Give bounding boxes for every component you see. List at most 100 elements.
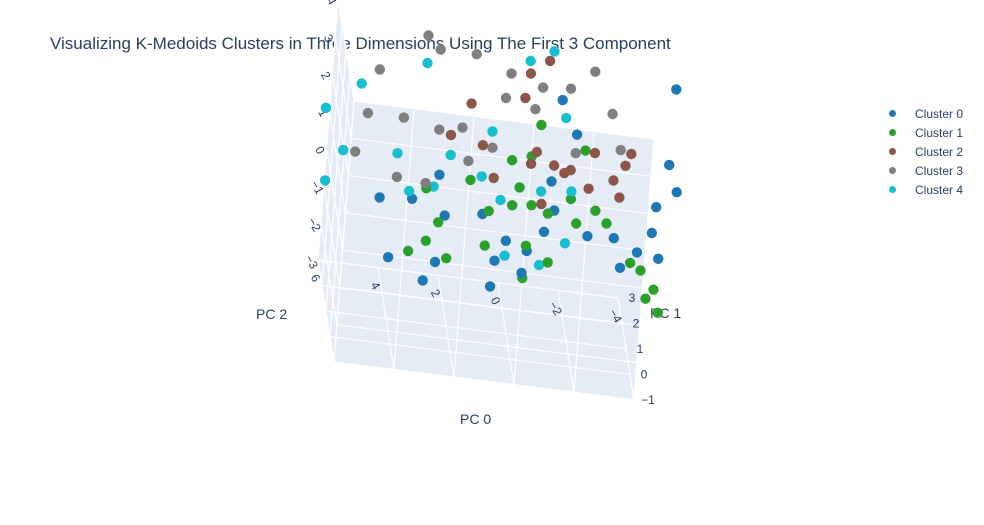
data-point-cluster-3[interactable] [398, 112, 410, 123]
data-point-cluster-0[interactable] [671, 187, 682, 198]
data-point-cluster-4[interactable] [495, 194, 506, 206]
data-point-cluster-1[interactable] [565, 193, 577, 205]
data-point-cluster-3[interactable] [434, 124, 445, 135]
data-point-cluster-4[interactable] [525, 55, 536, 67]
data-point-cluster-4[interactable] [403, 185, 415, 197]
data-point-cluster-1[interactable] [526, 200, 537, 211]
data-point-cluster-3[interactable] [457, 122, 468, 133]
data-point-cluster-0[interactable] [406, 193, 418, 204]
data-point-cluster-4[interactable] [392, 148, 403, 159]
data-point-cluster-0[interactable] [429, 256, 441, 268]
data-point-cluster-1[interactable] [506, 155, 518, 166]
data-point-cluster-2[interactable] [559, 167, 570, 179]
data-point-cluster-1[interactable] [601, 218, 612, 229]
data-point-cluster-0[interactable] [651, 202, 662, 213]
data-point-cluster-2[interactable] [548, 160, 560, 171]
data-point-cluster-3[interactable] [391, 171, 403, 183]
data-point-cluster-2[interactable] [531, 146, 543, 158]
data-point-cluster-4[interactable] [559, 238, 571, 249]
data-point-cluster-4[interactable] [533, 259, 545, 271]
data-point-cluster-0[interactable] [546, 176, 557, 187]
data-point-cluster-4[interactable] [422, 57, 433, 69]
data-point-cluster-4[interactable] [549, 46, 560, 57]
data-point-cluster-1[interactable] [479, 240, 490, 251]
data-point-cluster-0[interactable] [382, 252, 394, 263]
data-point-cluster-1[interactable] [507, 200, 518, 211]
data-point-cluster-0[interactable] [538, 226, 550, 237]
data-point-cluster-2[interactable] [589, 147, 601, 159]
data-point-cluster-3[interactable] [615, 144, 626, 156]
data-point-cluster-0[interactable] [489, 255, 500, 266]
data-point-cluster-2[interactable] [477, 140, 489, 151]
data-point-cluster-2[interactable] [520, 92, 531, 104]
data-point-cluster-2[interactable] [445, 129, 457, 141]
data-point-cluster-2[interactable] [620, 160, 631, 171]
data-point-cluster-0[interactable] [434, 169, 445, 180]
data-point-cluster-1[interactable] [465, 174, 476, 186]
data-point-cluster-3[interactable] [350, 146, 361, 157]
data-point-cluster-2[interactable] [488, 172, 499, 184]
data-point-cluster-0[interactable] [646, 227, 657, 239]
data-point-cluster-4[interactable] [499, 250, 510, 261]
data-point-cluster-1[interactable] [483, 205, 494, 217]
data-point-cluster-0[interactable] [571, 129, 583, 140]
data-point-cluster-3[interactable] [423, 30, 434, 41]
data-point-cluster-3[interactable] [435, 44, 446, 55]
data-point-cluster-4[interactable] [320, 102, 332, 114]
data-point-cluster-1[interactable] [624, 257, 636, 269]
data-point-cluster-2[interactable] [525, 68, 537, 79]
data-point-cluster-1[interactable] [420, 235, 431, 246]
data-point-cluster-1[interactable] [571, 218, 582, 229]
data-point-cluster-2[interactable] [614, 192, 625, 203]
data-point-cluster-4[interactable] [566, 186, 577, 197]
data-point-cluster-4[interactable] [535, 186, 547, 197]
data-point-cluster-0[interactable] [557, 94, 568, 106]
data-point-cluster-3[interactable] [570, 148, 581, 159]
data-point-cluster-1[interactable] [590, 205, 601, 216]
data-point-cluster-4[interactable] [356, 78, 367, 89]
data-point-cluster-0[interactable] [664, 159, 675, 171]
data-point-cluster-0[interactable] [582, 231, 593, 242]
data-point-cluster-0[interactable] [614, 262, 626, 273]
legend-item-cluster-1[interactable]: Cluster 1 [884, 123, 980, 142]
data-point-cluster-3[interactable] [565, 83, 577, 94]
data-point-cluster-1[interactable] [441, 253, 452, 264]
data-point-cluster-1[interactable] [542, 257, 553, 268]
data-point-cluster-3[interactable] [590, 66, 601, 77]
data-point-cluster-0[interactable] [631, 247, 643, 258]
data-point-cluster-0[interactable] [374, 192, 385, 203]
data-point-cluster-1[interactable] [402, 245, 414, 257]
legend-item-cluster-2[interactable]: Cluster 2 [884, 142, 980, 161]
legend-item-cluster-0[interactable]: Cluster 0 [884, 104, 980, 123]
data-point-cluster-4[interactable] [476, 171, 487, 182]
data-point-cluster-4[interactable] [338, 144, 349, 156]
data-point-cluster-1[interactable] [542, 208, 554, 219]
data-point-cluster-3[interactable] [420, 177, 431, 189]
data-point-cluster-1[interactable] [635, 265, 646, 276]
data-point-cluster-0[interactable] [671, 84, 682, 95]
data-point-cluster-0[interactable] [417, 275, 428, 286]
legend-item-cluster-4[interactable]: Cluster 4 [884, 180, 980, 199]
data-point-cluster-0[interactable] [484, 281, 496, 292]
data-point-cluster-2[interactable] [466, 98, 477, 109]
data-point-cluster-1[interactable] [433, 217, 444, 228]
data-point-cluster-3[interactable] [471, 49, 482, 60]
data-point-cluster-1[interactable] [580, 145, 591, 156]
data-point-cluster-2[interactable] [544, 55, 556, 67]
data-point-cluster-3[interactable] [362, 107, 374, 119]
data-point-cluster-0[interactable] [439, 210, 450, 221]
data-point-cluster-1[interactable] [640, 293, 651, 304]
data-point-cluster-3[interactable] [537, 82, 549, 93]
data-point-cluster-2[interactable] [536, 198, 547, 210]
data-point-cluster-2[interactable] [626, 148, 637, 160]
legend-item-cluster-3[interactable]: Cluster 3 [884, 161, 980, 180]
data-point-cluster-1[interactable] [648, 284, 659, 295]
data-point-cluster-1[interactable] [652, 307, 663, 318]
data-point-cluster-2[interactable] [583, 183, 594, 194]
data-point-cluster-0[interactable] [500, 235, 511, 246]
data-point-cluster-0[interactable] [516, 267, 527, 279]
data-point-cluster-4[interactable] [445, 149, 456, 161]
data-point-cluster-0[interactable] [608, 233, 619, 244]
data-point-cluster-0[interactable] [653, 253, 664, 264]
